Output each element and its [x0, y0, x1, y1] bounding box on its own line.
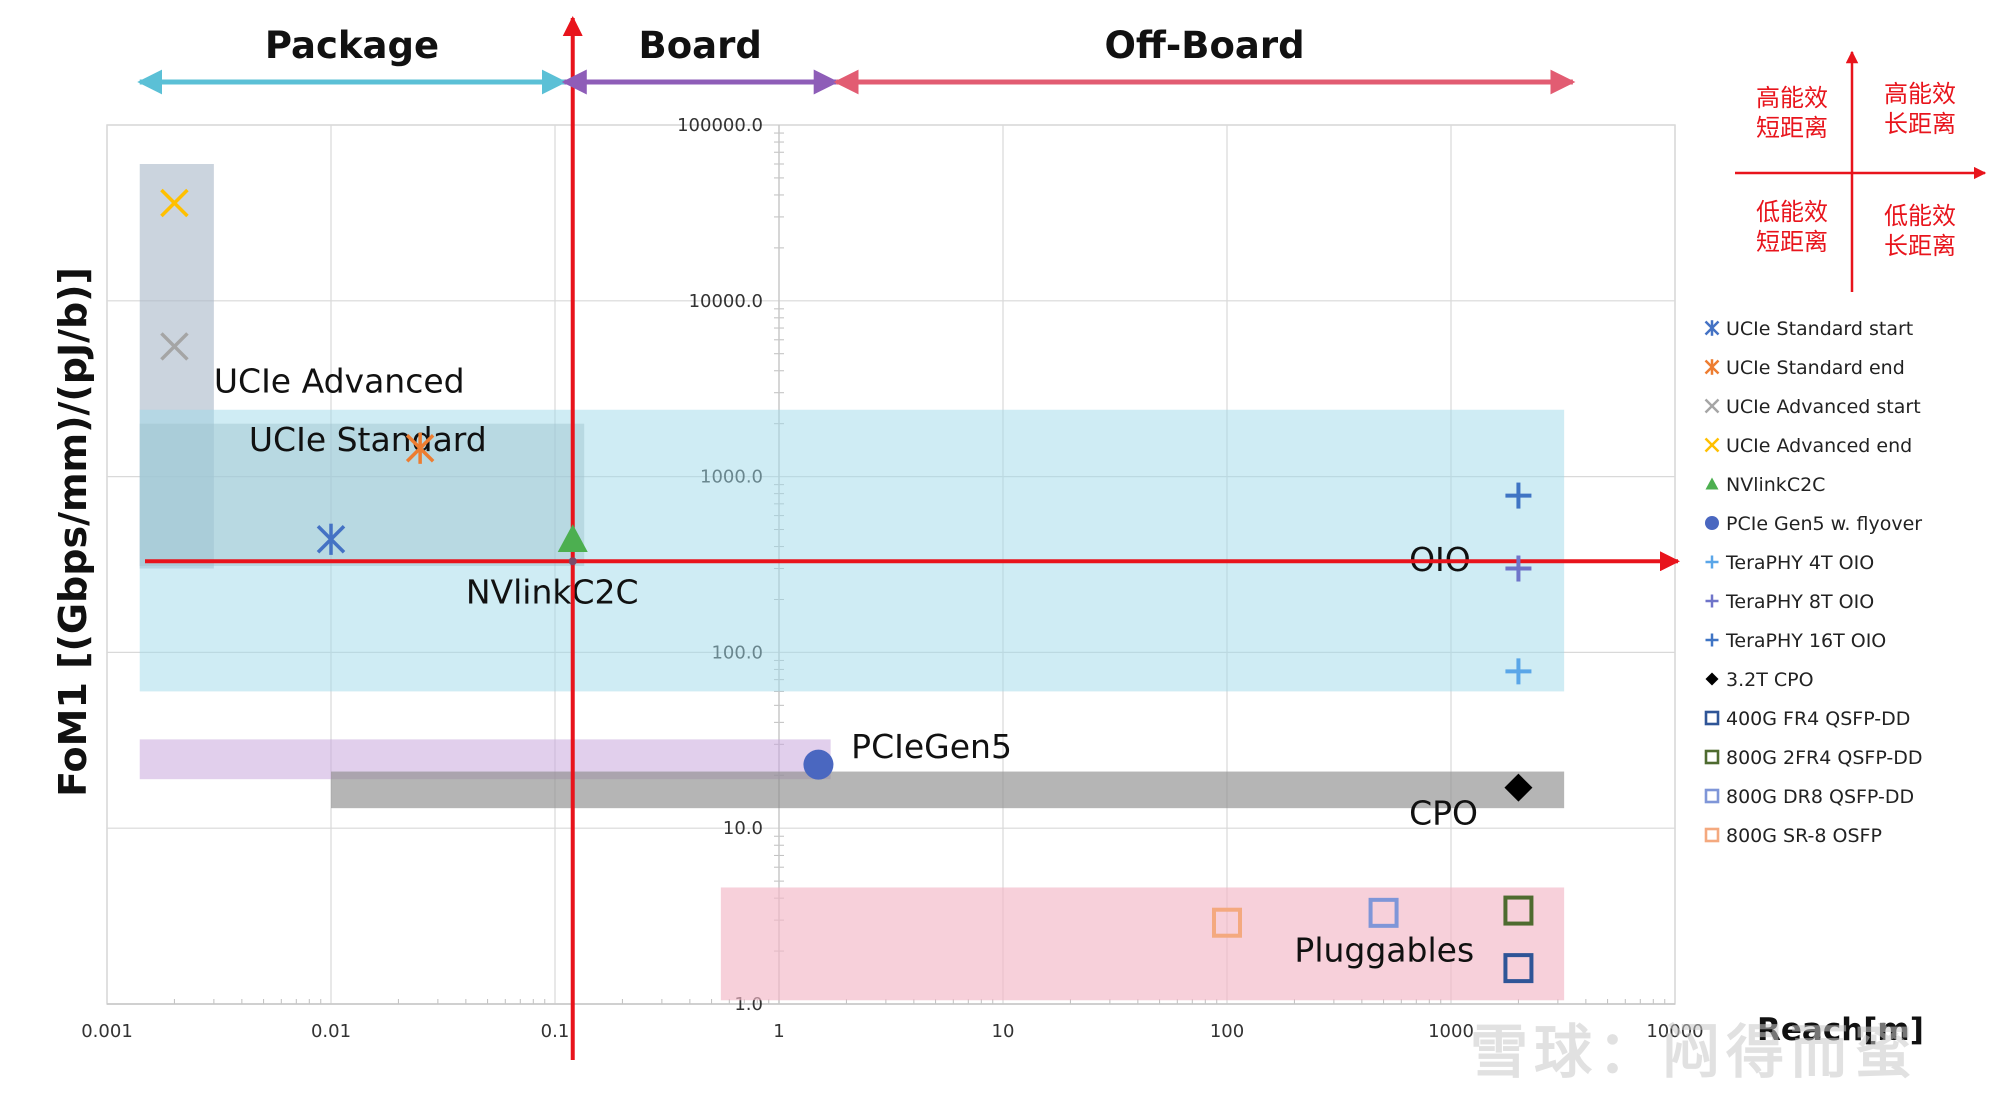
- legend-label: UCIe Standard end: [1726, 357, 1905, 379]
- point-pcie-gen5-w-flyover: [803, 749, 834, 780]
- legend-item-800g-sr-8-osfp: 800G SR-8 OSFP: [1704, 825, 1882, 847]
- x-tick-label: 1000: [1428, 1021, 1474, 1042]
- point-ucie-advanced-end: [160, 188, 189, 218]
- quadrant-text: 长距离: [1884, 232, 1956, 260]
- quadrant-text: 高能效: [1756, 84, 1828, 112]
- point-400g-fr4-qsfp-dd: [1503, 953, 1534, 984]
- region-label: NVlinkC2C: [466, 572, 639, 611]
- legend-label: 3.2T CPO: [1726, 669, 1814, 691]
- point-teraphy-8t-oio: [1505, 555, 1532, 582]
- region-label: UCIe Standard: [249, 420, 487, 459]
- legend-label: 800G DR8 QSFP-DD: [1726, 786, 1914, 808]
- legend-item-nvlinkc2c: NVlinkC2C: [1705, 474, 1825, 496]
- quadrant-text: 短距离: [1756, 114, 1828, 142]
- region-label: CPO: [1409, 793, 1478, 832]
- band-label: Off-Board: [1104, 24, 1304, 67]
- legend-item-pcie-gen5-w-flyover: PCIe Gen5 w. flyover: [1705, 513, 1922, 535]
- point-3-2t-cpo: [1504, 773, 1533, 802]
- quadrant-text: 短距离: [1756, 228, 1828, 256]
- y-axis-title: FoM1 [(Gbps/mm)/(pJ/b)]: [51, 267, 95, 797]
- x-tick-label: 0.001: [81, 1021, 133, 1042]
- legend-marker: [1705, 477, 1719, 490]
- oio-region: [139, 409, 1565, 692]
- x-tick-label: 100: [1210, 1021, 1244, 1042]
- legend-label: PCIe Gen5 w. flyover: [1726, 513, 1922, 535]
- legend-marker: [1704, 749, 1720, 765]
- legend-label: 800G SR-8 OSFP: [1726, 825, 1882, 847]
- y-tick-label: 10.0: [723, 818, 763, 839]
- legend-item-teraphy-8t-oio: TeraPHY 8T OIO: [1705, 591, 1874, 613]
- point-800g-sr-8-osfp: [1212, 907, 1242, 938]
- legend-item-ucie-standard-end: UCIe Standard end: [1704, 357, 1905, 379]
- region-label: UCIe Advanced: [214, 362, 465, 401]
- quadrant-text: 低能效: [1884, 202, 1956, 230]
- x-tick-label: 0.1: [541, 1021, 570, 1042]
- band-label: Package: [265, 24, 439, 67]
- legend-marker: [1704, 827, 1720, 843]
- x-tick-label: 10000: [1646, 1021, 1703, 1042]
- y-tick-label: 10000.0: [689, 291, 763, 312]
- legend-marker: [1705, 555, 1719, 569]
- legend-item-teraphy-4t-oio: TeraPHY 4T OIO: [1705, 552, 1874, 574]
- legend-marker: [1704, 320, 1720, 336]
- band-label: Board: [639, 24, 762, 67]
- point-teraphy-16t-oio: [1505, 482, 1532, 509]
- cpo-region: [331, 771, 1565, 809]
- legend-label: UCIe Standard start: [1726, 318, 1913, 340]
- point-ucie-advanced-start: [160, 332, 189, 361]
- point-800g-dr8-qsfp-dd: [1368, 897, 1399, 928]
- x-tick-label: 10: [992, 1021, 1015, 1042]
- legend-marker: [1704, 710, 1720, 726]
- x-tick-label: 0.01: [311, 1021, 351, 1042]
- legend-label: NVlinkC2C: [1726, 474, 1825, 496]
- legend-item-3-2t-cpo: 3.2T CPO: [1705, 669, 1814, 691]
- legend-marker: [1705, 633, 1719, 647]
- point-800g-2fr4-qsfp-dd: [1503, 895, 1534, 926]
- legend-marker: [1705, 516, 1719, 530]
- legend-marker: [1704, 359, 1720, 375]
- legend-label: TeraPHY 8T OIO: [1725, 591, 1874, 613]
- crosshair-center: [568, 557, 577, 566]
- x-tick-label: 1: [773, 1021, 784, 1042]
- x-axis-title: Reach[m]: [1757, 1012, 1924, 1048]
- legend-item-ucie-advanced-end: UCIe Advanced end: [1704, 435, 1912, 457]
- point-ucie-standard-end: [405, 432, 435, 464]
- legend-label: 800G 2FR4 QSFP-DD: [1726, 747, 1922, 769]
- point-teraphy-4t-oio: [1505, 658, 1532, 685]
- legend-marker: [1705, 594, 1719, 608]
- legend-item-ucie-advanced-start: UCIe Advanced start: [1704, 396, 1921, 418]
- legend-item-800g-dr8-qsfp-dd: 800G DR8 QSFP-DD: [1704, 786, 1914, 808]
- region-label: Pluggables: [1294, 930, 1474, 969]
- legend-marker: [1704, 398, 1720, 414]
- legend-label: UCIe Advanced end: [1726, 435, 1912, 457]
- legend-item-teraphy-16t-oio: TeraPHY 16T OIO: [1705, 630, 1886, 652]
- region-label: PCIeGen5: [851, 727, 1012, 766]
- watermark: 雪球：闷得而蜜: [1470, 1018, 1919, 1086]
- legend-item-800g-2fr4-qsfp-dd: 800G 2FR4 QSFP-DD: [1704, 747, 1922, 769]
- legend-item-ucie-standard-start: UCIe Standard start: [1704, 318, 1913, 340]
- legend-label: 400G FR4 QSFP-DD: [1726, 708, 1910, 730]
- legend-label: TeraPHY 16T OIO: [1725, 630, 1886, 652]
- legend-label: TeraPHY 4T OIO: [1725, 552, 1874, 574]
- legend-item-400g-fr4-qsfp-dd: 400G FR4 QSFP-DD: [1704, 708, 1910, 730]
- pluggables-region: [720, 887, 1565, 1001]
- legend-marker: [1704, 788, 1720, 804]
- legend-label: UCIe Advanced start: [1726, 396, 1921, 418]
- quadrant-text: 低能效: [1756, 198, 1828, 226]
- legend-marker: [1705, 672, 1719, 686]
- point-nvlinkc2c: [557, 524, 588, 553]
- legend-marker: [1704, 437, 1720, 453]
- y-tick-label: 100000.0: [677, 115, 763, 136]
- quadrant-text: 长距离: [1884, 110, 1956, 138]
- point-ucie-standard-start: [316, 523, 346, 555]
- quadrant-text: 高能效: [1884, 80, 1956, 108]
